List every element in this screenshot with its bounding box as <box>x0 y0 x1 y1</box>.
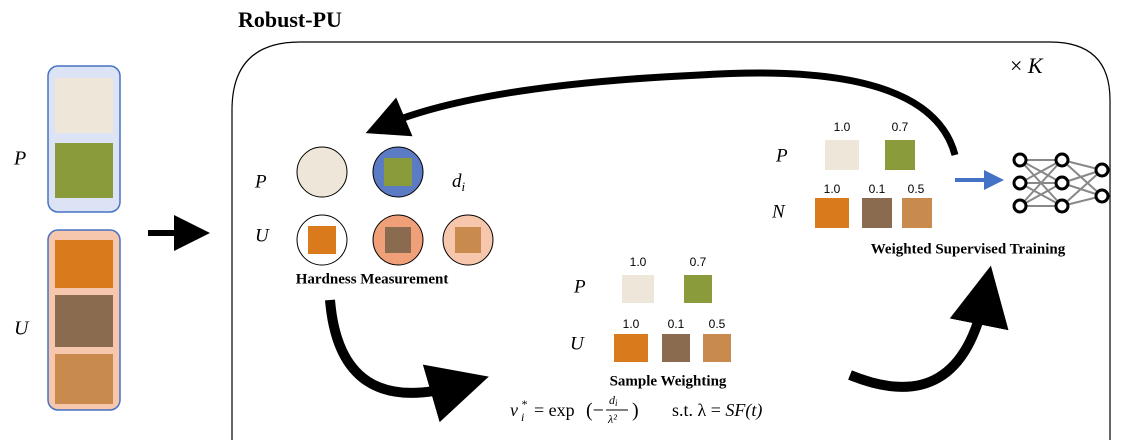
sample-circle <box>296 146 348 198</box>
photo <box>385 227 411 253</box>
photo <box>703 334 731 362</box>
photo <box>622 275 654 303</box>
formula-num: di <box>609 393 618 408</box>
label: P <box>775 145 788 166</box>
photo <box>614 334 648 362</box>
formula-den: λ² <box>607 412 617 426</box>
weight: 0.7 <box>690 255 707 269</box>
repeat: × K <box>1010 53 1044 78</box>
weight: 0.5 <box>908 182 925 196</box>
weight: 1.0 <box>630 255 647 269</box>
photo <box>455 227 481 253</box>
formula-sub: i <box>521 410 524 424</box>
photo <box>825 140 859 170</box>
photo <box>885 140 915 170</box>
formula: v * i = exp (− di λ² ) s.t. λ = SF(t) <box>510 393 762 426</box>
photo <box>55 240 113 288</box>
label: U <box>255 225 270 246</box>
formula-sup: * <box>521 397 527 411</box>
label: U <box>570 333 585 354</box>
label: P <box>573 276 586 297</box>
weight: 0.1 <box>668 317 685 331</box>
photo <box>902 198 932 228</box>
weight: 0.5 <box>709 317 726 331</box>
photo <box>862 198 892 228</box>
formula-open: (− <box>586 400 604 422</box>
flow-arrow <box>848 265 1009 392</box>
photo <box>308 226 336 254</box>
weight: 0.7 <box>892 120 909 134</box>
formula-constraint: s.t. λ = SF(t) <box>672 400 762 421</box>
photo <box>815 198 849 228</box>
photo <box>384 158 412 186</box>
photo <box>55 295 113 347</box>
photo <box>55 354 113 404</box>
network-nodes <box>1012 152 1110 214</box>
caption: Weighted Supervised Training <box>871 241 1066 257</box>
formula-op: = exp <box>534 400 575 420</box>
label: N <box>771 201 786 222</box>
weight: 0.1 <box>869 182 886 196</box>
distance-label: di <box>452 171 466 194</box>
flow-arrow <box>325 299 489 423</box>
caption: Hardness Measurement <box>296 271 449 287</box>
formula-var: v <box>510 400 518 420</box>
frame <box>231 41 1111 440</box>
photo <box>684 275 712 303</box>
caption: Sample Weighting <box>610 373 727 389</box>
photo <box>662 334 690 362</box>
photo <box>55 143 113 198</box>
photo <box>55 78 113 133</box>
label: P <box>13 148 26 170</box>
label: U <box>14 318 30 340</box>
loop-arrow <box>365 69 959 156</box>
title: Robust-PU <box>238 7 342 32</box>
weight: 1.0 <box>623 317 640 331</box>
weight: 1.0 <box>834 120 851 134</box>
weight: 1.0 <box>824 182 841 196</box>
label: P <box>254 171 267 192</box>
formula-close: ) <box>632 400 639 422</box>
